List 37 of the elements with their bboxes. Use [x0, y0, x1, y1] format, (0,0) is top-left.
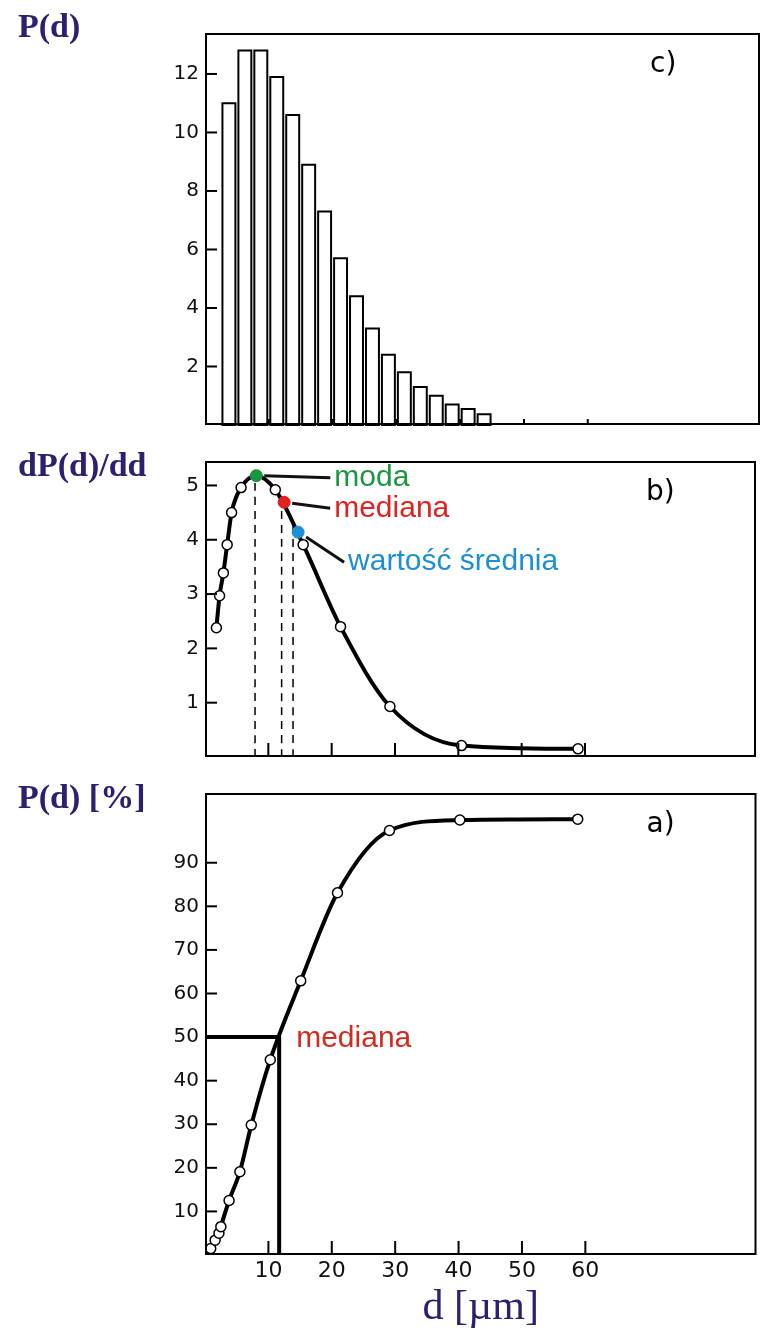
y-tick-label: 90 [173, 848, 199, 873]
y-tick-label: 20 [173, 1154, 199, 1179]
y-tick-label: 2 [186, 634, 199, 659]
x-tick-label: 30 [381, 1256, 410, 1282]
y-tick-label: 12 [173, 60, 199, 85]
y-tick-label: 60 [173, 979, 199, 1004]
y-tick-label: 5 [186, 471, 199, 496]
y-tick-label: 6 [186, 235, 199, 260]
x-tick-label: 40 [444, 1256, 473, 1282]
y-tick-label: 50 [173, 1023, 199, 1048]
y-tick-label: 70 [173, 936, 199, 961]
annotation: moda [334, 458, 410, 492]
annotation: b) [646, 474, 675, 508]
y-tick-label: 1 [186, 688, 199, 713]
y-tick-label: 3 [186, 580, 199, 605]
y-tick-label: 30 [173, 1110, 199, 1135]
annotation: c) [650, 46, 677, 80]
annotation: mediana [296, 1020, 412, 1054]
y-axis-title: dP(d)/dd [18, 445, 147, 484]
annotation: a) [646, 806, 675, 840]
y-axis-title: P(d) [18, 6, 81, 45]
x-tick-label: 20 [317, 1256, 346, 1282]
y-axis-title: P(d) [%] [18, 777, 146, 816]
x-tick-label: 10 [254, 1256, 283, 1282]
y-tick-label: 4 [186, 294, 199, 319]
y-tick-label: 80 [173, 892, 199, 917]
x-tick-label: 60 [571, 1256, 600, 1282]
annotation: wartość średnia [347, 543, 559, 577]
x-axis-title: d [µm] [422, 1281, 539, 1328]
y-tick-label: 40 [173, 1066, 199, 1091]
y-tick-label: 2 [186, 352, 199, 377]
y-tick-label: 10 [173, 1197, 199, 1222]
annotation: mediana [334, 489, 450, 523]
y-tick-label: 10 [173, 118, 199, 143]
y-tick-label: 8 [186, 177, 199, 202]
y-tick-label: 4 [186, 525, 199, 550]
x-tick-label: 50 [507, 1256, 536, 1282]
